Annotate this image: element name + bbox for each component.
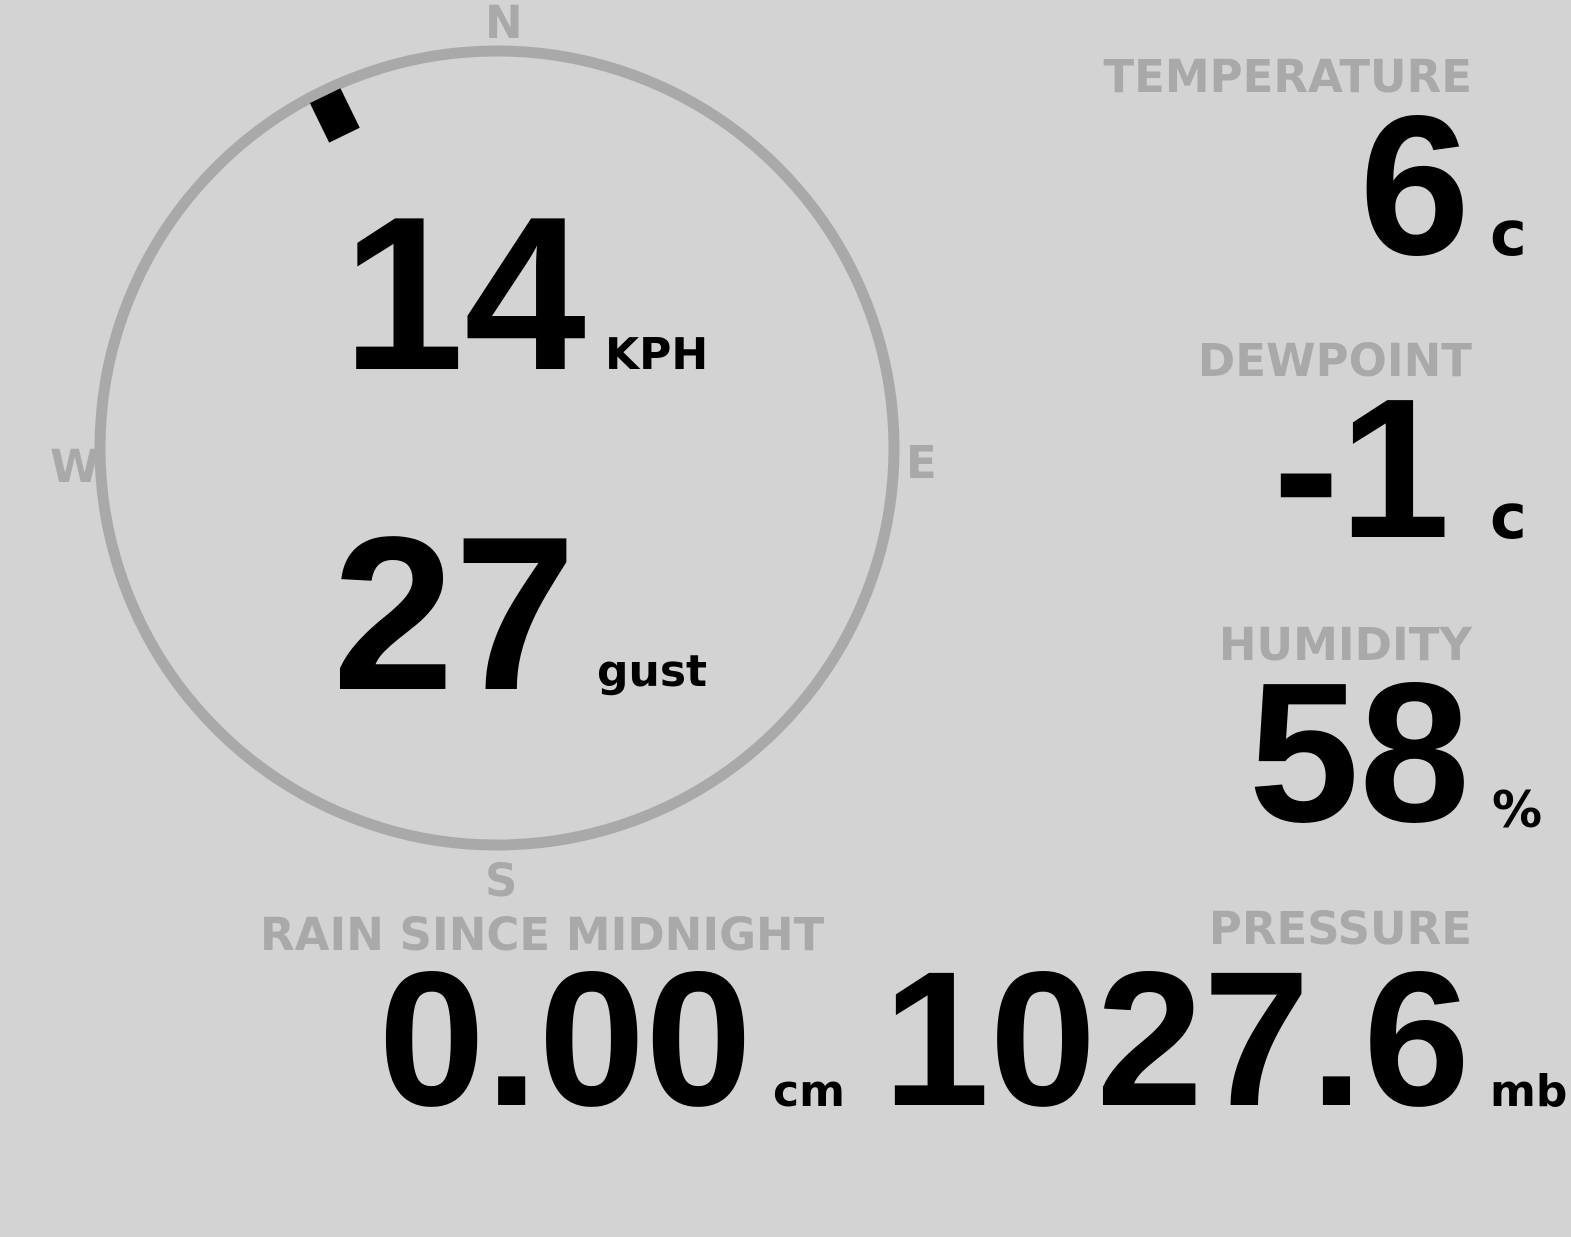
wind-direction-indicator [309,88,360,143]
pressure-value: 1027.6 [882,931,1470,1146]
rain-unit: cm [773,1066,845,1117]
pressure-unit: mb [1490,1066,1568,1117]
temperature-value: 6 [1359,75,1470,297]
dewpoint-unit: c [1490,480,1527,553]
temperature-label: TEMPERATURE [1103,50,1472,103]
compass-ring [94,45,900,851]
compass-west: W [50,440,100,493]
humidity-label: HUMIDITY [1218,618,1472,671]
compass-east: E [906,436,937,489]
wind-speed-value: 14 [342,172,586,416]
compass-north: N [485,0,523,49]
dewpoint-label: DEWPOINT [1197,334,1472,387]
compass-south: S [485,854,518,907]
wind-gust-value: 27 [332,492,576,736]
humidity-unit: % [1492,781,1543,839]
rain-value: 0.00 [378,931,752,1146]
pressure-label: PRESSURE [1208,902,1472,955]
dewpoint-value: -1 [1273,358,1450,580]
humidity-value: 58 [1248,642,1470,864]
wind-gust-unit: gust [597,646,708,697]
wind-direction-marker [309,88,360,143]
wind-speed-unit: KPH [605,329,709,380]
temperature-unit: c [1490,197,1527,270]
rain-label: RAIN SINCE MIDNIGHT [260,908,825,961]
